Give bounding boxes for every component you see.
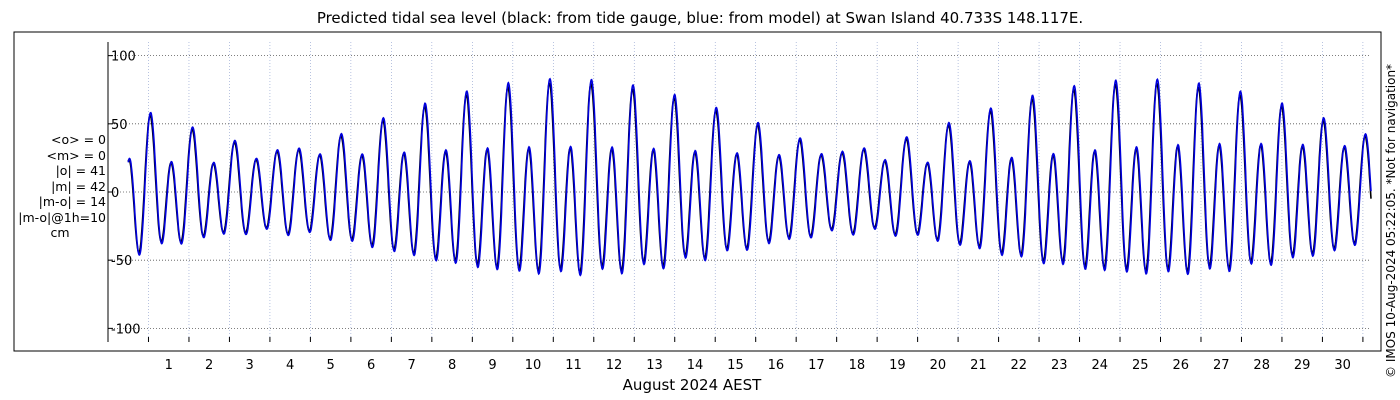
x-tick-label: 21: [970, 358, 987, 373]
x-tick-label: 12: [606, 358, 623, 373]
x-tick-label: 23: [1051, 358, 1068, 373]
x-tick-label: 30: [1334, 358, 1351, 373]
stat-diff-1h: |m-o|@1h=10: [18, 209, 106, 225]
x-tick-label: 29: [1294, 358, 1311, 373]
x-tick-label: 19: [889, 358, 906, 373]
x-tick-label: 7: [407, 358, 415, 373]
y-tick-label: 0: [111, 186, 119, 201]
x-tick-label: 17: [808, 358, 825, 373]
x-tick-label: 2: [205, 358, 213, 373]
stats-panel: <o> = 0 <m> = 0 |o| = 41 |m| = 42 |m-o| …: [2, 132, 106, 241]
x-tick-label: 26: [1172, 358, 1189, 373]
y-tick-label: -100: [111, 322, 141, 337]
y-tick-label: 100: [111, 50, 136, 65]
x-tick-label: 24: [1092, 358, 1109, 373]
x-tick-label: 4: [286, 358, 294, 373]
x-tick-label: 8: [448, 358, 456, 373]
x-tick-label: 20: [930, 358, 947, 373]
stat-unit: cm: [50, 225, 70, 240]
stat-model-abs: |m| = 42: [51, 178, 106, 194]
outer-frame: [13, 31, 1382, 352]
x-tick-label: 28: [1253, 358, 1270, 373]
x-tick-label: 25: [1132, 358, 1149, 373]
x-tick-label: 11: [565, 358, 582, 373]
series-model: [127, 77, 1372, 277]
x-tick-label: 14: [687, 358, 704, 373]
stat-obs-mean: <o> = 0: [51, 132, 106, 147]
stat-diff-abs: |m-o| = 14: [38, 194, 106, 209]
axes: [107, 42, 1364, 342]
x-tick-label: 1: [165, 358, 173, 373]
x-tick-label: 6: [367, 358, 375, 373]
x-tick-label: 13: [646, 358, 663, 373]
x-tick-label: 10: [525, 358, 542, 373]
x-axis-label: August 2024 AEST: [623, 376, 762, 394]
x-tick-label: 16: [768, 358, 785, 373]
x-tick-label: 18: [849, 358, 866, 373]
y-tick-label: -50: [111, 254, 132, 269]
x-tick-label: 15: [727, 358, 744, 373]
x-tick-label: 5: [327, 358, 335, 373]
series-line-model: [127, 77, 1372, 277]
chart-title: Predicted tidal sea level (black: from t…: [316, 9, 1084, 27]
x-tick-label: 27: [1213, 358, 1230, 373]
stat-model-mean: <m> = 0: [46, 147, 107, 163]
x-tick-label: 3: [246, 358, 254, 373]
x-tick-label: 9: [488, 358, 496, 373]
y-tick-label: 50: [111, 118, 128, 133]
stat-obs-abs: |o| = 41: [55, 163, 106, 178]
x-tick-label: 22: [1011, 358, 1028, 373]
